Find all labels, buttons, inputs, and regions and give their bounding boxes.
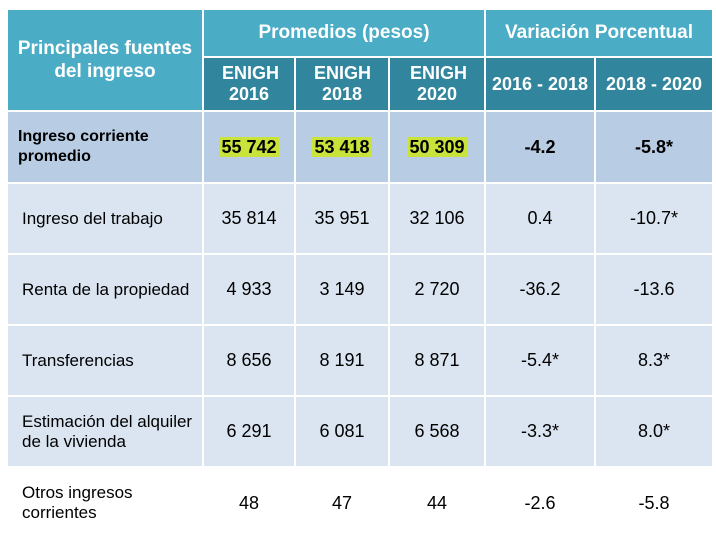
row-label: Ingreso del trabajo: [6, 182, 204, 255]
cell-var-2016-2018: -2.6: [484, 466, 597, 540]
header-promedios: Promedios (pesos): [201, 8, 487, 58]
cell-var-2018-2020: -10.7*: [594, 182, 715, 255]
cell-2016: 48: [202, 466, 296, 540]
cell-2016: 8 656: [202, 324, 296, 397]
income-table: Principales fuentes del ingreso Promedio…: [6, 8, 715, 540]
row-label: Transferencias: [6, 324, 204, 397]
highlighted-value: 50 309: [407, 136, 467, 157]
header-enigh-2020: ENIGH 2020: [387, 56, 487, 112]
header-source-label: Principales fuentes del ingreso: [6, 8, 204, 112]
highlighted-value: 53 418: [312, 136, 372, 157]
table-row: Estimación del alquiler de la vivienda 6…: [6, 395, 715, 468]
cell-2018: 53 418: [294, 110, 390, 184]
cell-var-2016-2018: -36.2: [484, 253, 597, 326]
cell-2020: 6 568: [387, 395, 487, 468]
cell-2018: 6 081: [294, 395, 390, 468]
table-row: Renta de la propiedad 4 933 3 149 2 720 …: [6, 253, 715, 326]
cell-var-2016-2018: 0.4: [484, 182, 597, 255]
cell-var-2018-2020: -5.8: [594, 466, 715, 540]
cell-var-2018-2020: 8.3*: [594, 324, 715, 397]
table-row: Ingreso del trabajo 35 814 35 951 32 106…: [6, 182, 715, 255]
cell-2016: 6 291: [202, 395, 296, 468]
row-label: Renta de la propiedad: [6, 253, 204, 326]
header-variacion: Variación Porcentual: [484, 8, 715, 58]
header-var-2016-2018: 2016 - 2018: [484, 56, 597, 112]
row-label: Otros ingresos corrientes: [6, 466, 204, 540]
header-enigh-2018: ENIGH 2018: [294, 56, 390, 112]
cell-var-2016-2018: -4.2: [484, 110, 597, 184]
cell-2018: 8 191: [294, 324, 390, 397]
cell-2020: 8 871: [387, 324, 487, 397]
cell-2020: 2 720: [387, 253, 487, 326]
cell-2020: 32 106: [387, 182, 487, 255]
cell-2020: 44: [387, 466, 487, 540]
row-label: Estimación del alquiler de la vivienda: [6, 395, 204, 468]
cell-2018: 35 951: [294, 182, 390, 255]
header-var-2018-2020: 2018 - 2020: [594, 56, 715, 112]
cell-var-2018-2020: -13.6: [594, 253, 715, 326]
cell-var-2016-2018: -3.3*: [484, 395, 597, 468]
cell-2018: 47: [294, 466, 390, 540]
row-label: Ingreso corriente promedio: [6, 110, 204, 184]
cell-2016: 55 742: [202, 110, 296, 184]
cell-var-2016-2018: -5.4*: [484, 324, 597, 397]
cell-var-2018-2020: -5.8*: [594, 110, 715, 184]
cell-var-2018-2020: 8.0*: [594, 395, 715, 468]
cell-2016: 35 814: [202, 182, 296, 255]
table-row: Ingreso corriente promedio 55 742 53 418…: [6, 110, 715, 184]
cell-2020: 50 309: [387, 110, 487, 184]
header-enigh-2016: ENIGH 2016: [202, 56, 296, 112]
table-row: Transferencias 8 656 8 191 8 871 -5.4* 8…: [6, 324, 715, 397]
cell-2016: 4 933: [202, 253, 296, 326]
cell-2018: 3 149: [294, 253, 390, 326]
highlighted-value: 55 742: [219, 136, 279, 157]
table-row: Otros ingresos corrientes 48 47 44 -2.6 …: [6, 466, 715, 540]
